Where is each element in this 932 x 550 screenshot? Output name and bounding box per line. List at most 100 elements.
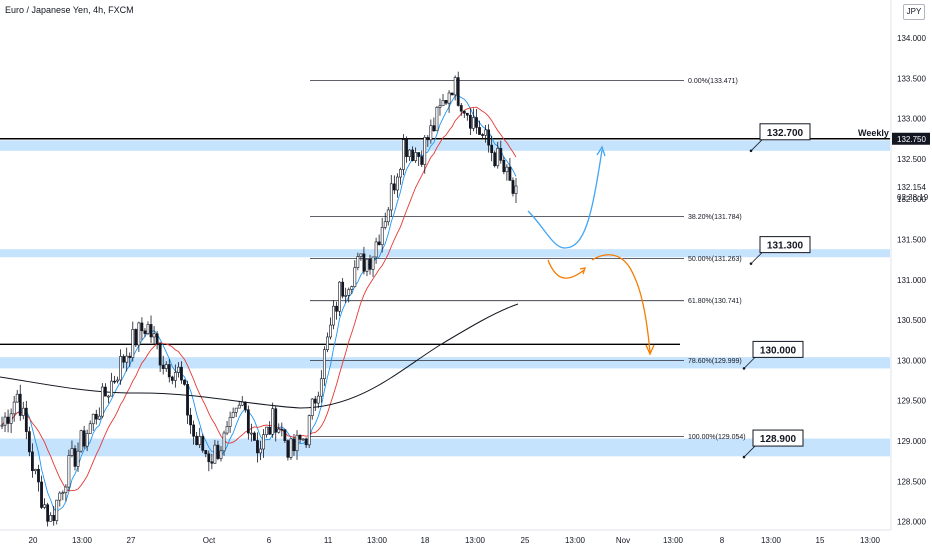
candle xyxy=(91,413,95,431)
candle xyxy=(70,440,74,458)
candle-body xyxy=(170,376,174,381)
candle-body xyxy=(85,433,89,447)
weekly-label: Weekly xyxy=(858,128,889,138)
fib-label: 100.00%(129.054) xyxy=(688,434,746,441)
candle xyxy=(395,173,399,198)
y-tick-label: 130.000 xyxy=(897,356,926,365)
candle xyxy=(511,177,515,197)
candle xyxy=(146,321,150,336)
candle-body xyxy=(319,378,323,397)
candle xyxy=(465,112,469,121)
candle-body xyxy=(125,355,129,363)
candle xyxy=(52,506,56,526)
candle-body xyxy=(399,169,402,178)
candle-body xyxy=(496,148,500,167)
weekly-price-tag-label: 132.750 xyxy=(897,135,926,144)
candle xyxy=(332,300,335,330)
candle xyxy=(140,317,144,341)
candle-body xyxy=(134,329,138,346)
candle xyxy=(253,431,256,441)
candle-body xyxy=(12,401,16,415)
candle xyxy=(295,430,299,460)
callout-value: 131.300 xyxy=(767,241,804,252)
candle xyxy=(274,405,278,442)
candle-body xyxy=(34,469,37,472)
candle-body xyxy=(70,448,74,456)
callout-box xyxy=(752,429,804,447)
candle xyxy=(161,355,165,375)
support-resistance-zones xyxy=(0,140,890,457)
candle-body xyxy=(161,364,165,369)
candle-body xyxy=(55,499,59,521)
fib-label: 78.60%(129.999) xyxy=(688,358,742,365)
candle-body xyxy=(119,356,123,381)
callout-value: 132.700 xyxy=(767,128,804,139)
candle xyxy=(6,409,10,433)
candle-body xyxy=(91,413,95,425)
price-callouts: 132.700 131.300 130.000 128.900 xyxy=(742,123,811,459)
candle xyxy=(313,395,317,412)
fib-label: 38.20%(131.784) xyxy=(688,214,742,221)
candle xyxy=(472,108,475,132)
candle-body xyxy=(459,105,463,112)
candle xyxy=(128,352,132,367)
candle xyxy=(61,490,65,501)
candle-body xyxy=(231,412,235,418)
candle xyxy=(359,253,363,261)
candle xyxy=(310,398,314,420)
candle xyxy=(207,450,211,472)
currency-button[interactable]: JPY xyxy=(903,4,925,20)
y-tick-label: 132.500 xyxy=(897,155,926,164)
candle-body xyxy=(456,77,460,106)
candle xyxy=(499,140,503,164)
candle xyxy=(180,361,183,384)
candle-body xyxy=(137,322,141,346)
candle-body xyxy=(201,436,205,451)
candle xyxy=(468,108,472,136)
candle xyxy=(298,434,302,443)
candle xyxy=(329,317,332,340)
candle xyxy=(58,491,62,507)
candle xyxy=(322,346,326,386)
candle xyxy=(487,124,491,153)
candle xyxy=(368,254,372,275)
candle-body xyxy=(289,438,293,458)
fib-label: 0.00%(133.471) xyxy=(688,78,738,85)
candle xyxy=(0,416,4,430)
callout-dot xyxy=(742,455,746,459)
candle xyxy=(475,109,478,134)
candle-body xyxy=(514,185,518,194)
candle xyxy=(170,375,174,385)
orange-arrow-head-2 xyxy=(645,344,655,356)
candle xyxy=(307,414,311,449)
candle xyxy=(319,370,323,403)
candle-body xyxy=(177,366,180,373)
candle-body xyxy=(368,258,372,270)
callout-pointer xyxy=(750,138,764,152)
candle xyxy=(383,212,387,230)
candle-body xyxy=(453,77,457,96)
candle-body xyxy=(508,166,512,181)
fib-label: 50.00%(131.263) xyxy=(688,256,742,263)
candle xyxy=(493,150,497,168)
candle xyxy=(173,364,177,388)
blue-projection-arrow xyxy=(527,149,603,249)
candle xyxy=(447,90,451,113)
candle-body xyxy=(283,429,287,441)
candle-body xyxy=(259,448,262,454)
candle-body xyxy=(353,267,357,287)
candle xyxy=(386,207,390,226)
candle-body xyxy=(292,438,296,452)
candle-body xyxy=(58,492,62,501)
candle xyxy=(116,376,119,384)
candle-body xyxy=(310,398,314,416)
candle xyxy=(216,440,220,461)
candle-body xyxy=(502,159,506,173)
candle-body xyxy=(64,486,68,493)
candle xyxy=(262,429,265,458)
candle-body xyxy=(484,129,487,136)
callout-box xyxy=(759,123,811,141)
candle-body xyxy=(204,450,208,455)
candle xyxy=(411,146,414,162)
